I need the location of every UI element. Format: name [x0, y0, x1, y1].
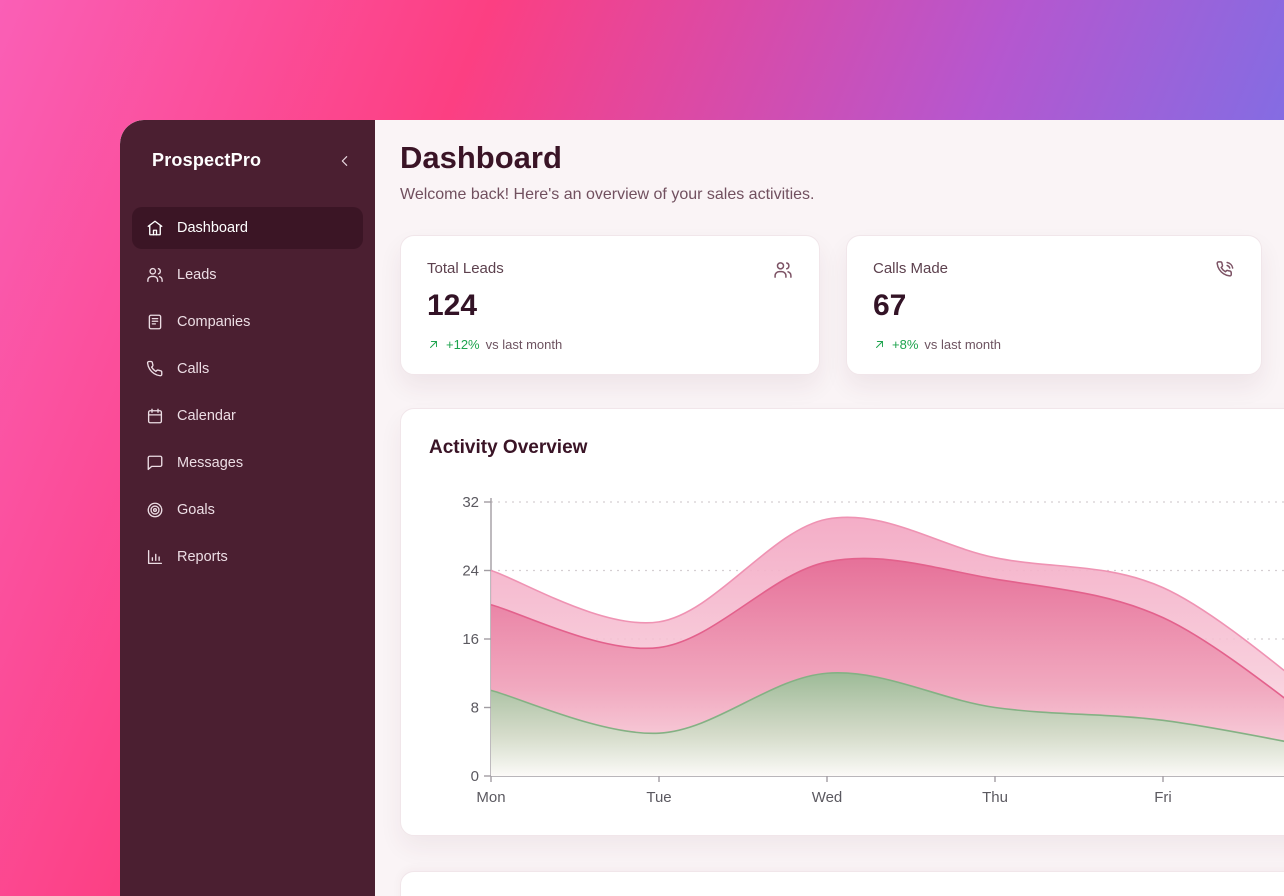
line-band-light-pink	[490, 516, 1284, 672]
activity-area-chart: 08162432MonTueWedThuFriSat	[462, 494, 1284, 806]
activity-overview-card: Activity Overview 0 8 16 24 32 Mon Tue Wed Thu Fr…	[400, 408, 1284, 836]
users-icon	[773, 260, 793, 280]
sidebar-header: ProspectPro	[120, 120, 375, 199]
sidebar-item-label: Messages	[177, 455, 244, 471]
trend-suffix: vs last month	[924, 337, 1001, 352]
x-tick-label: Thu	[982, 789, 1008, 806]
stat-trend: +8% vs last month	[873, 337, 1235, 352]
arrow-up-right-icon	[427, 338, 440, 351]
stat-value: 67	[873, 289, 907, 322]
app-window: ProspectPro Dashboard Leads Companies Calls…	[120, 120, 1284, 896]
arrow-up-right-icon	[873, 338, 886, 351]
chevron-left-icon	[337, 155, 353, 172]
sidebar-item-leads[interactable]: Leads	[132, 254, 363, 296]
trend-percentage: +12%	[446, 337, 480, 352]
y-tick-label: 16	[462, 631, 479, 648]
sidebar-item-calls[interactable]: Calls	[132, 348, 363, 390]
stat-trend: +12% vs last month	[427, 337, 793, 352]
x-tick-label: Fri	[1154, 789, 1172, 806]
phone-call-icon	[1215, 260, 1235, 280]
sidebar-item-companies[interactable]: Companies	[132, 301, 363, 343]
x-tick-label: Mon	[476, 789, 505, 806]
stat-value: 124	[427, 289, 478, 322]
sidebar-item-reports[interactable]: Reports	[132, 536, 363, 578]
sidebar-collapse-button[interactable]	[335, 151, 355, 171]
x-tick-label: Tue	[646, 789, 671, 806]
sidebar-item-label: Leads	[177, 267, 217, 283]
sidebar-item-label: Dashboard	[177, 220, 248, 236]
stat-card-header: Calls Made	[873, 260, 1235, 280]
sidebar-item-calendar[interactable]: Calendar	[132, 395, 363, 437]
area-band-green	[491, 672, 1284, 776]
building-icon	[146, 313, 164, 331]
sidebar-item-dashboard[interactable]: Dashboard	[132, 207, 363, 249]
page-title: Dashboard	[400, 140, 562, 175]
sidebar-item-label: Calls	[177, 361, 210, 377]
page-subtitle: Welcome back! Here's an overview of your…	[400, 186, 815, 203]
trend-suffix: vs last month	[485, 337, 563, 352]
calendar-icon	[146, 407, 164, 425]
stat-label: Total Leads	[427, 260, 504, 277]
users-icon	[146, 266, 164, 284]
sidebar-nav: Dashboard Leads Companies Calls Calendar Mess…	[120, 199, 375, 586]
stat-label: Calls Made	[873, 260, 949, 277]
sidebar-item-label: Reports	[177, 549, 228, 565]
y-tick-label: 8	[471, 700, 479, 717]
y-tick-label: 24	[462, 563, 479, 580]
home-icon	[146, 219, 164, 237]
sidebar-item-label: Companies	[177, 314, 251, 330]
target-icon	[146, 501, 164, 519]
sidebar-item-label: Calendar	[177, 408, 236, 424]
sidebar-item-goals[interactable]: Goals	[132, 489, 363, 531]
message-square-icon	[146, 454, 164, 472]
sidebar: ProspectPro Dashboard Leads Companies Calls…	[120, 120, 375, 896]
stat-card-calls-made: Calls Made 67 +8% vs last month	[846, 235, 1262, 375]
line-band-dark-pink	[490, 557, 1284, 699]
main-content: Dashboard Welcome back! Here's an overvi…	[375, 120, 1284, 896]
trend-percentage: +8%	[892, 337, 919, 352]
bar-chart-icon	[146, 548, 164, 566]
x-tick-label: Wed	[812, 789, 843, 806]
stat-card-total-leads: Total Leads 124 +12% vs last month	[400, 235, 820, 375]
activity-overview-title: Activity Overview	[429, 437, 588, 458]
y-tick-label: 32	[462, 494, 479, 511]
stat-card-header: Total Leads	[427, 260, 793, 280]
partial-card-below	[400, 871, 1284, 896]
y-tick-label: 0	[471, 768, 479, 785]
sidebar-item-label: Goals	[177, 502, 215, 518]
line-band-green	[490, 672, 1284, 743]
phone-icon	[146, 360, 164, 378]
sidebar-item-messages[interactable]: Messages	[132, 442, 363, 484]
app-title: ProspectPro	[152, 150, 262, 170]
